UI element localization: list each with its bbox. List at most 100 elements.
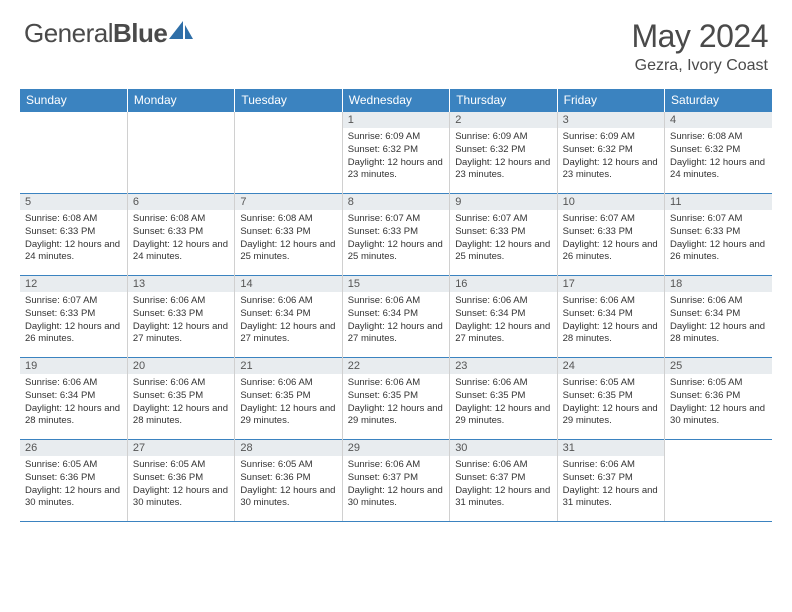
day-number: 28 xyxy=(235,440,341,456)
day-details: Sunrise: 6:06 AMSunset: 6:37 PMDaylight:… xyxy=(343,456,449,513)
day-details: Sunrise: 6:06 AMSunset: 6:34 PMDaylight:… xyxy=(20,374,127,431)
day-details: Sunrise: 6:05 AMSunset: 6:36 PMDaylight:… xyxy=(20,456,127,513)
day-cell xyxy=(235,112,342,194)
day-cell: 11Sunrise: 6:07 AMSunset: 6:33 PMDayligh… xyxy=(665,194,772,276)
month-title: May 2024 xyxy=(631,18,768,55)
day-cell: 31Sunrise: 6:06 AMSunset: 6:37 PMDayligh… xyxy=(557,440,664,522)
day-number: 21 xyxy=(235,358,341,374)
day-details: Sunrise: 6:07 AMSunset: 6:33 PMDaylight:… xyxy=(558,210,664,267)
week-row: 5Sunrise: 6:08 AMSunset: 6:33 PMDaylight… xyxy=(20,194,772,276)
day-number: 31 xyxy=(558,440,664,456)
dayname-saturday: Saturday xyxy=(665,89,772,112)
day-number: 9 xyxy=(450,194,556,210)
day-details: Sunrise: 6:08 AMSunset: 6:33 PMDaylight:… xyxy=(20,210,127,267)
day-details: Sunrise: 6:09 AMSunset: 6:32 PMDaylight:… xyxy=(450,128,556,185)
day-cell: 18Sunrise: 6:06 AMSunset: 6:34 PMDayligh… xyxy=(665,276,772,358)
day-cell: 3Sunrise: 6:09 AMSunset: 6:32 PMDaylight… xyxy=(557,112,664,194)
day-cell: 10Sunrise: 6:07 AMSunset: 6:33 PMDayligh… xyxy=(557,194,664,276)
day-number: 15 xyxy=(343,276,449,292)
day-number: 6 xyxy=(128,194,234,210)
day-number: 11 xyxy=(665,194,772,210)
week-row: 26Sunrise: 6:05 AMSunset: 6:36 PMDayligh… xyxy=(20,440,772,522)
day-details: Sunrise: 6:07 AMSunset: 6:33 PMDaylight:… xyxy=(20,292,127,349)
page-header: GeneralBlue May 2024 Gezra, Ivory Coast xyxy=(0,0,792,81)
day-details: Sunrise: 6:06 AMSunset: 6:34 PMDaylight:… xyxy=(665,292,772,349)
day-details: Sunrise: 6:06 AMSunset: 6:35 PMDaylight:… xyxy=(128,374,234,431)
day-cell: 14Sunrise: 6:06 AMSunset: 6:34 PMDayligh… xyxy=(235,276,342,358)
dayname-tuesday: Tuesday xyxy=(235,89,342,112)
day-cell: 8Sunrise: 6:07 AMSunset: 6:33 PMDaylight… xyxy=(342,194,449,276)
logo-text: GeneralBlue xyxy=(24,18,167,49)
week-row: 19Sunrise: 6:06 AMSunset: 6:34 PMDayligh… xyxy=(20,358,772,440)
dayname-thursday: Thursday xyxy=(450,89,557,112)
day-cell: 13Sunrise: 6:06 AMSunset: 6:33 PMDayligh… xyxy=(127,276,234,358)
logo-word2: Blue xyxy=(113,18,167,48)
day-number: 13 xyxy=(128,276,234,292)
day-number: 26 xyxy=(20,440,127,456)
day-cell xyxy=(127,112,234,194)
day-cell: 7Sunrise: 6:08 AMSunset: 6:33 PMDaylight… xyxy=(235,194,342,276)
day-cell: 19Sunrise: 6:06 AMSunset: 6:34 PMDayligh… xyxy=(20,358,127,440)
day-cell: 1Sunrise: 6:09 AMSunset: 6:32 PMDaylight… xyxy=(342,112,449,194)
day-cell: 21Sunrise: 6:06 AMSunset: 6:35 PMDayligh… xyxy=(235,358,342,440)
location: Gezra, Ivory Coast xyxy=(631,57,768,75)
day-details: Sunrise: 6:06 AMSunset: 6:34 PMDaylight:… xyxy=(558,292,664,349)
day-cell xyxy=(665,440,772,522)
day-number: 16 xyxy=(450,276,556,292)
calendar-table: SundayMondayTuesdayWednesdayThursdayFrid… xyxy=(20,89,772,522)
day-cell: 25Sunrise: 6:05 AMSunset: 6:36 PMDayligh… xyxy=(665,358,772,440)
day-cell: 4Sunrise: 6:08 AMSunset: 6:32 PMDaylight… xyxy=(665,112,772,194)
day-details: Sunrise: 6:06 AMSunset: 6:34 PMDaylight:… xyxy=(450,292,556,349)
day-details: Sunrise: 6:06 AMSunset: 6:37 PMDaylight:… xyxy=(450,456,556,513)
day-number: 12 xyxy=(20,276,127,292)
day-cell xyxy=(20,112,127,194)
day-details: Sunrise: 6:06 AMSunset: 6:35 PMDaylight:… xyxy=(450,374,556,431)
day-cell: 22Sunrise: 6:06 AMSunset: 6:35 PMDayligh… xyxy=(342,358,449,440)
day-number: 23 xyxy=(450,358,556,374)
day-cell: 27Sunrise: 6:05 AMSunset: 6:36 PMDayligh… xyxy=(127,440,234,522)
day-cell: 17Sunrise: 6:06 AMSunset: 6:34 PMDayligh… xyxy=(557,276,664,358)
day-details: Sunrise: 6:06 AMSunset: 6:34 PMDaylight:… xyxy=(343,292,449,349)
day-cell: 9Sunrise: 6:07 AMSunset: 6:33 PMDaylight… xyxy=(450,194,557,276)
day-details: Sunrise: 6:06 AMSunset: 6:35 PMDaylight:… xyxy=(343,374,449,431)
dayname-wednesday: Wednesday xyxy=(342,89,449,112)
day-cell: 28Sunrise: 6:05 AMSunset: 6:36 PMDayligh… xyxy=(235,440,342,522)
dayname-monday: Monday xyxy=(127,89,234,112)
day-cell: 20Sunrise: 6:06 AMSunset: 6:35 PMDayligh… xyxy=(127,358,234,440)
logo-word1: General xyxy=(24,18,113,48)
day-cell: 24Sunrise: 6:05 AMSunset: 6:35 PMDayligh… xyxy=(557,358,664,440)
day-details: Sunrise: 6:06 AMSunset: 6:37 PMDaylight:… xyxy=(558,456,664,513)
day-number: 20 xyxy=(128,358,234,374)
day-cell: 26Sunrise: 6:05 AMSunset: 6:36 PMDayligh… xyxy=(20,440,127,522)
day-cell: 2Sunrise: 6:09 AMSunset: 6:32 PMDaylight… xyxy=(450,112,557,194)
day-details: Sunrise: 6:07 AMSunset: 6:33 PMDaylight:… xyxy=(665,210,772,267)
day-number: 25 xyxy=(665,358,772,374)
day-cell: 23Sunrise: 6:06 AMSunset: 6:35 PMDayligh… xyxy=(450,358,557,440)
day-details: Sunrise: 6:08 AMSunset: 6:33 PMDaylight:… xyxy=(235,210,341,267)
day-details: Sunrise: 6:05 AMSunset: 6:36 PMDaylight:… xyxy=(128,456,234,513)
day-cell: 29Sunrise: 6:06 AMSunset: 6:37 PMDayligh… xyxy=(342,440,449,522)
day-cell: 30Sunrise: 6:06 AMSunset: 6:37 PMDayligh… xyxy=(450,440,557,522)
day-number: 27 xyxy=(128,440,234,456)
day-number: 17 xyxy=(558,276,664,292)
day-number: 7 xyxy=(235,194,341,210)
day-details: Sunrise: 6:05 AMSunset: 6:36 PMDaylight:… xyxy=(235,456,341,513)
day-number: 3 xyxy=(558,112,664,128)
day-number: 1 xyxy=(343,112,449,128)
day-number: 10 xyxy=(558,194,664,210)
day-cell: 16Sunrise: 6:06 AMSunset: 6:34 PMDayligh… xyxy=(450,276,557,358)
day-number: 29 xyxy=(343,440,449,456)
day-details: Sunrise: 6:06 AMSunset: 6:35 PMDaylight:… xyxy=(235,374,341,431)
day-details: Sunrise: 6:08 AMSunset: 6:32 PMDaylight:… xyxy=(665,128,772,185)
day-details: Sunrise: 6:09 AMSunset: 6:32 PMDaylight:… xyxy=(343,128,449,185)
day-cell: 6Sunrise: 6:08 AMSunset: 6:33 PMDaylight… xyxy=(127,194,234,276)
day-details: Sunrise: 6:05 AMSunset: 6:35 PMDaylight:… xyxy=(558,374,664,431)
day-cell: 15Sunrise: 6:06 AMSunset: 6:34 PMDayligh… xyxy=(342,276,449,358)
week-row: 1Sunrise: 6:09 AMSunset: 6:32 PMDaylight… xyxy=(20,112,772,194)
day-details: Sunrise: 6:06 AMSunset: 6:33 PMDaylight:… xyxy=(128,292,234,349)
day-number: 19 xyxy=(20,358,127,374)
title-block: May 2024 Gezra, Ivory Coast xyxy=(631,18,768,75)
day-number: 2 xyxy=(450,112,556,128)
day-number: 5 xyxy=(20,194,127,210)
day-number: 24 xyxy=(558,358,664,374)
